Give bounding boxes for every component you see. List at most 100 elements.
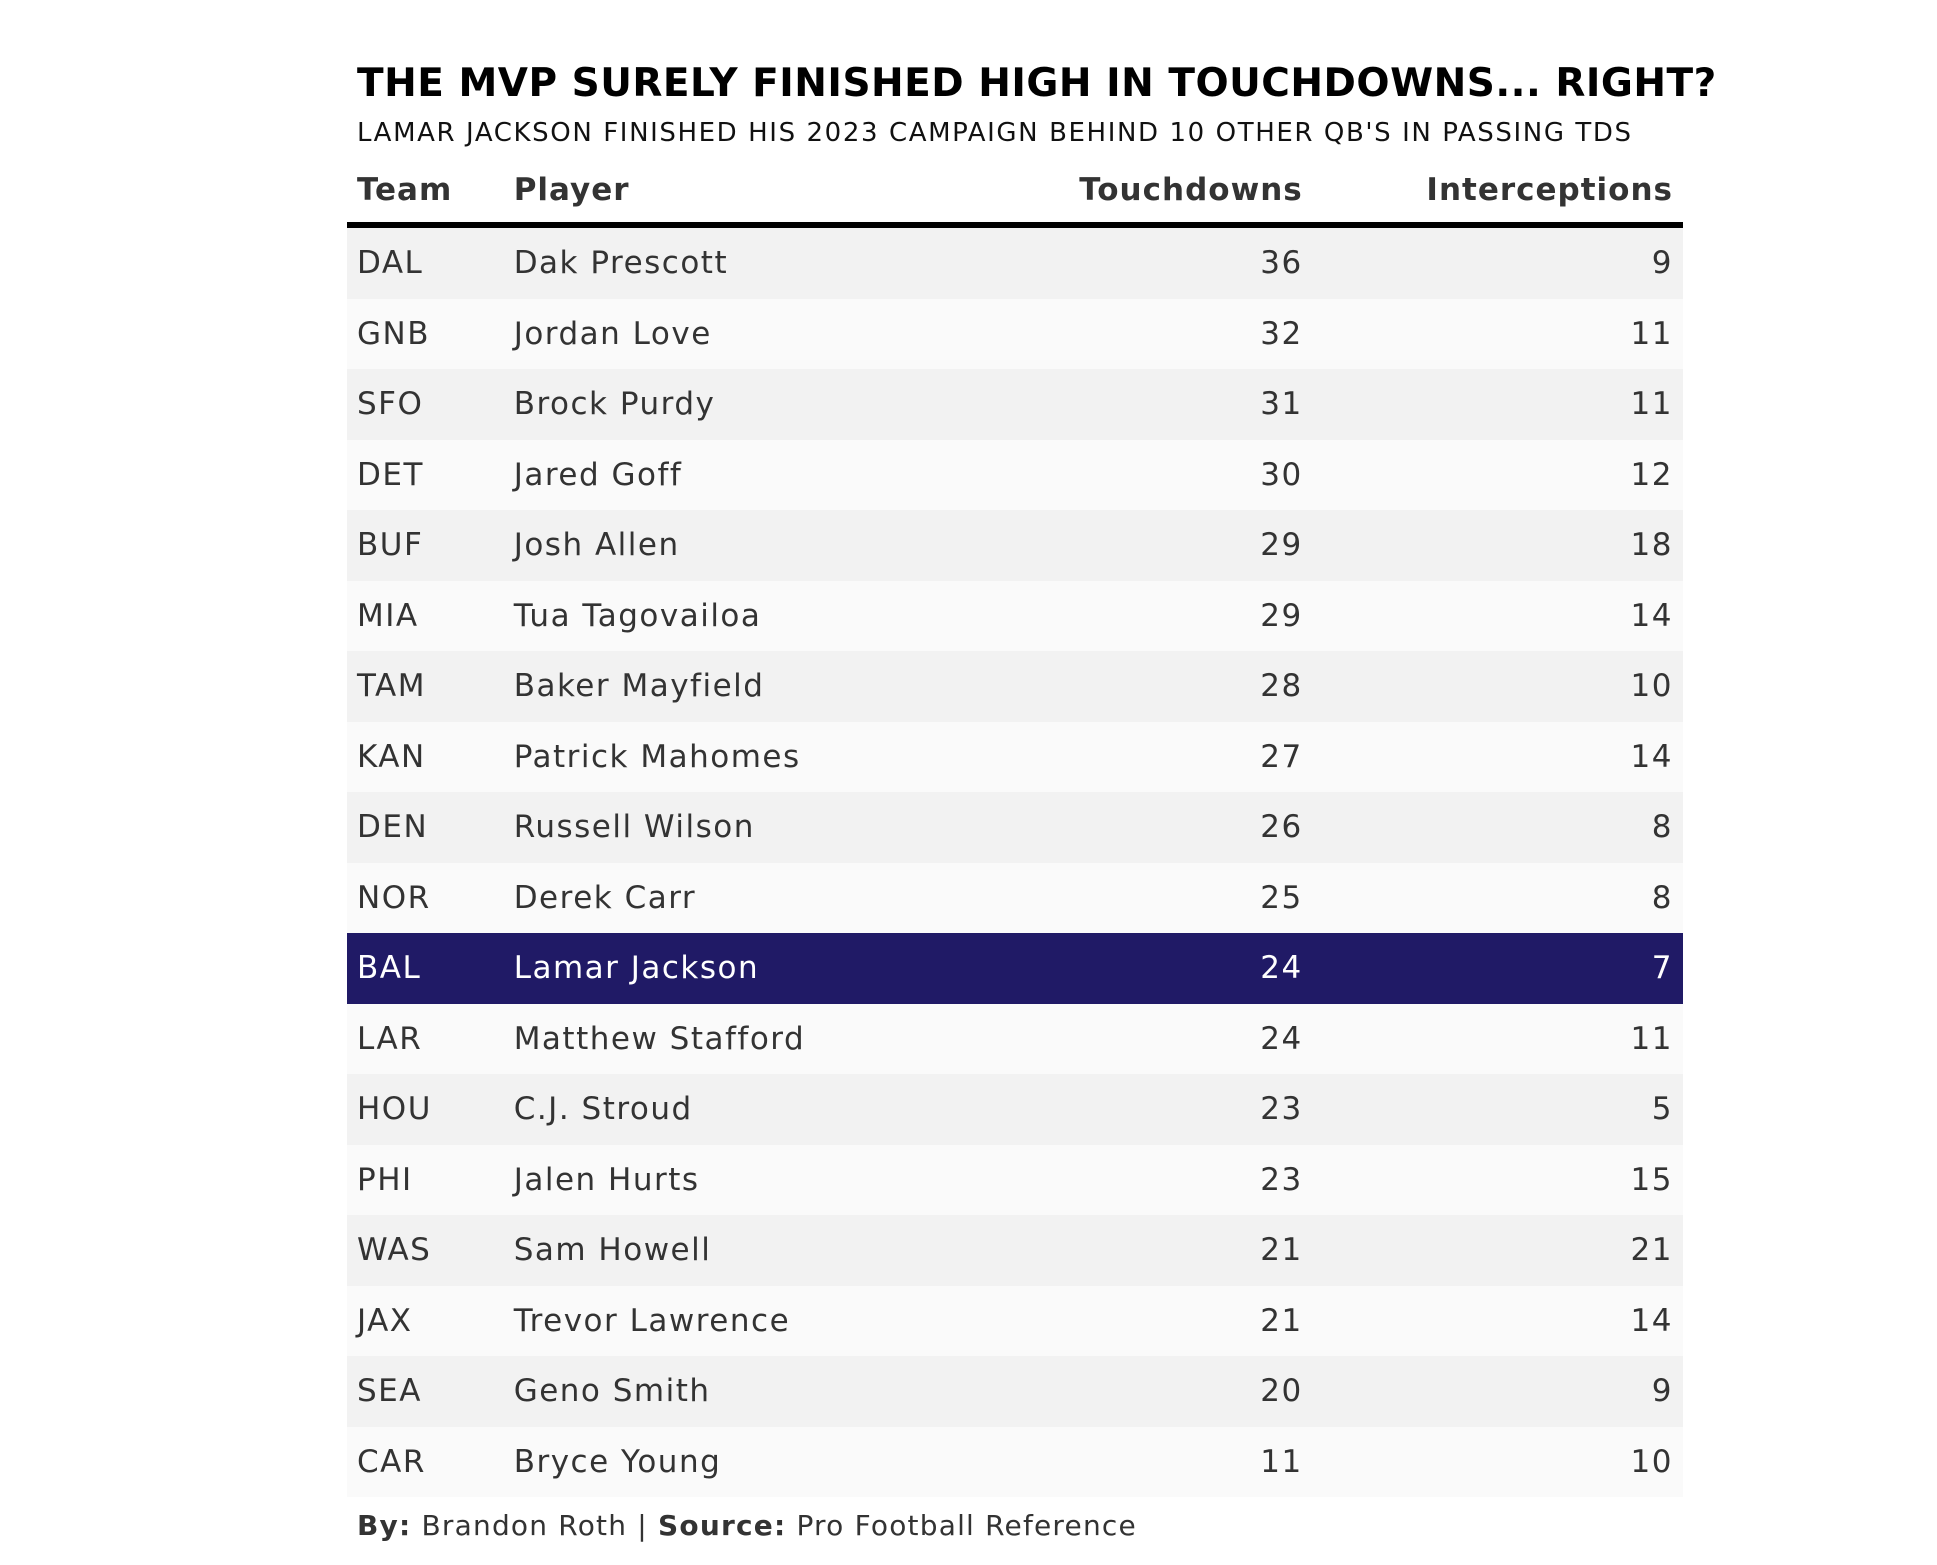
footer-separator: |: [637, 1509, 648, 1542]
header-player: Player: [503, 168, 989, 228]
interceptions-cell: 12: [1630, 456, 1673, 493]
touchdowns-cell: 25: [1260, 879, 1303, 916]
header-interceptions: Interceptions: [1312, 168, 1683, 228]
chart-footer: By: Brandon Roth | Source: Pro Football …: [357, 1509, 1683, 1542]
table-row: LAR Matthew Stafford 24 11: [347, 1003, 1683, 1074]
stats-table: Team Player Touchdowns Interceptions DAL…: [347, 168, 1683, 1497]
table-row-highlighted: BAL Lamar Jackson 24 7: [347, 933, 1683, 1004]
team-cell: HOU: [357, 1091, 432, 1128]
player-cell: Bryce Young: [513, 1443, 722, 1480]
team-cell: MIA: [357, 597, 419, 634]
interceptions-cell: 11: [1630, 386, 1673, 423]
touchdowns-cell: 24: [1260, 950, 1303, 987]
table-row: CAR Bryce Young 11 10: [347, 1426, 1683, 1497]
table-row: DAL Dak Prescott 36 9: [347, 225, 1683, 299]
footer-by-label: By:: [357, 1509, 412, 1542]
table-row: TAM Baker Mayfield 28 10: [347, 651, 1683, 722]
touchdowns-cell: 36: [1260, 245, 1303, 282]
interceptions-cell: 15: [1630, 1161, 1673, 1198]
team-cell: BUF: [357, 527, 424, 564]
player-cell: Lamar Jackson: [513, 950, 760, 987]
interceptions-cell: 14: [1630, 738, 1673, 775]
interceptions-cell: 10: [1630, 668, 1673, 705]
touchdowns-cell: 20: [1260, 1373, 1303, 1410]
touchdowns-cell: 30: [1260, 456, 1303, 493]
player-cell: Jordan Love: [513, 315, 712, 352]
team-cell: DAL: [357, 245, 424, 282]
player-cell: Geno Smith: [513, 1373, 711, 1410]
footer-source: Pro Football Reference: [796, 1509, 1137, 1542]
touchdowns-cell: 23: [1260, 1161, 1303, 1198]
team-cell: LAR: [357, 1020, 423, 1057]
table-row: JAX Trevor Lawrence 21 14: [347, 1285, 1683, 1356]
team-cell: SEA: [357, 1373, 422, 1410]
touchdowns-cell: 11: [1260, 1443, 1303, 1480]
interceptions-cell: 9: [1651, 1373, 1673, 1410]
header-touchdowns: Touchdowns: [988, 168, 1313, 228]
touchdowns-cell: 32: [1260, 315, 1303, 352]
player-cell: Matthew Stafford: [513, 1020, 806, 1057]
table-row: PHI Jalen Hurts 23 15: [347, 1144, 1683, 1215]
interceptions-cell: 8: [1651, 879, 1673, 916]
table-row: MIA Tua Tagovailoa 29 14: [347, 580, 1683, 651]
header-row: Team Player Touchdowns Interceptions: [347, 168, 1683, 228]
touchdowns-cell: 24: [1260, 1020, 1303, 1057]
team-cell: CAR: [357, 1443, 426, 1480]
team-cell: DET: [357, 456, 424, 493]
table-chart: THE MVP SURELY FINISHED HIGH IN TOUCHDOW…: [347, 58, 1717, 1542]
team-cell: BAL: [357, 950, 422, 987]
touchdowns-cell: 27: [1260, 738, 1303, 775]
player-cell: Trevor Lawrence: [513, 1302, 791, 1339]
player-cell: Jared Goff: [513, 456, 683, 493]
interceptions-cell: 11: [1630, 1020, 1673, 1057]
touchdowns-cell: 31: [1260, 386, 1303, 423]
table-row: DET Jared Goff 30 12: [347, 439, 1683, 510]
table-row: GNB Jordan Love 32 11: [347, 298, 1683, 369]
table-row: KAN Patrick Mahomes 27 14: [347, 721, 1683, 792]
chart-title: THE MVP SURELY FINISHED HIGH IN TOUCHDOW…: [357, 61, 1717, 106]
table-row: DEN Russell Wilson 26 8: [347, 792, 1683, 863]
team-cell: TAM: [357, 668, 426, 705]
interceptions-cell: 14: [1630, 1302, 1673, 1339]
touchdowns-cell: 29: [1260, 597, 1303, 634]
player-cell: Jalen Hurts: [513, 1161, 700, 1198]
table-row: SEA Geno Smith 20 9: [347, 1356, 1683, 1427]
player-cell: Dak Prescott: [513, 245, 729, 282]
team-cell: SFO: [357, 386, 424, 423]
player-cell: Tua Tagovailoa: [513, 597, 762, 634]
team-cell: GNB: [357, 315, 430, 352]
touchdowns-cell: 23: [1260, 1091, 1303, 1128]
touchdowns-cell: 26: [1260, 809, 1303, 846]
table-row: NOR Derek Carr 25 8: [347, 862, 1683, 933]
table-row: BUF Josh Allen 29 18: [347, 510, 1683, 581]
player-cell: Baker Mayfield: [513, 668, 765, 705]
team-cell: NOR: [357, 879, 431, 916]
player-cell: Sam Howell: [513, 1232, 712, 1269]
touchdowns-cell: 21: [1260, 1232, 1303, 1269]
chart-subtitle: LAMAR JACKSON FINISHED HIS 2023 CAMPAIGN…: [357, 118, 1633, 148]
table-row: SFO Brock Purdy 31 11: [347, 369, 1683, 440]
touchdowns-cell: 21: [1260, 1302, 1303, 1339]
table-row: HOU C.J. Stroud 23 5: [347, 1074, 1683, 1145]
interceptions-cell: 5: [1651, 1091, 1673, 1128]
team-cell: WAS: [357, 1232, 432, 1269]
team-cell: PHI: [357, 1161, 413, 1198]
interceptions-cell: 7: [1651, 950, 1673, 987]
interceptions-cell: 21: [1630, 1232, 1673, 1269]
interceptions-cell: 18: [1630, 527, 1673, 564]
header-team: Team: [347, 168, 504, 228]
footer-author: Brandon Roth: [421, 1509, 628, 1542]
team-cell: JAX: [357, 1302, 413, 1339]
player-cell: C.J. Stroud: [513, 1091, 693, 1128]
player-cell: Josh Allen: [513, 527, 680, 564]
table-body: DAL Dak Prescott 36 9 GNB Jordan Love 32 11 SFO B…: [347, 225, 1683, 1497]
table-header: Team Player Touchdowns Interceptions: [347, 168, 1683, 228]
team-cell: DEN: [357, 809, 429, 846]
touchdowns-cell: 29: [1260, 527, 1303, 564]
table-row: WAS Sam Howell 21 21: [347, 1215, 1683, 1286]
player-cell: Brock Purdy: [513, 386, 716, 423]
interceptions-cell: 9: [1651, 245, 1673, 282]
player-cell: Patrick Mahomes: [513, 738, 801, 775]
footer-source-label: Source:: [658, 1509, 787, 1542]
interceptions-cell: 11: [1630, 315, 1673, 352]
